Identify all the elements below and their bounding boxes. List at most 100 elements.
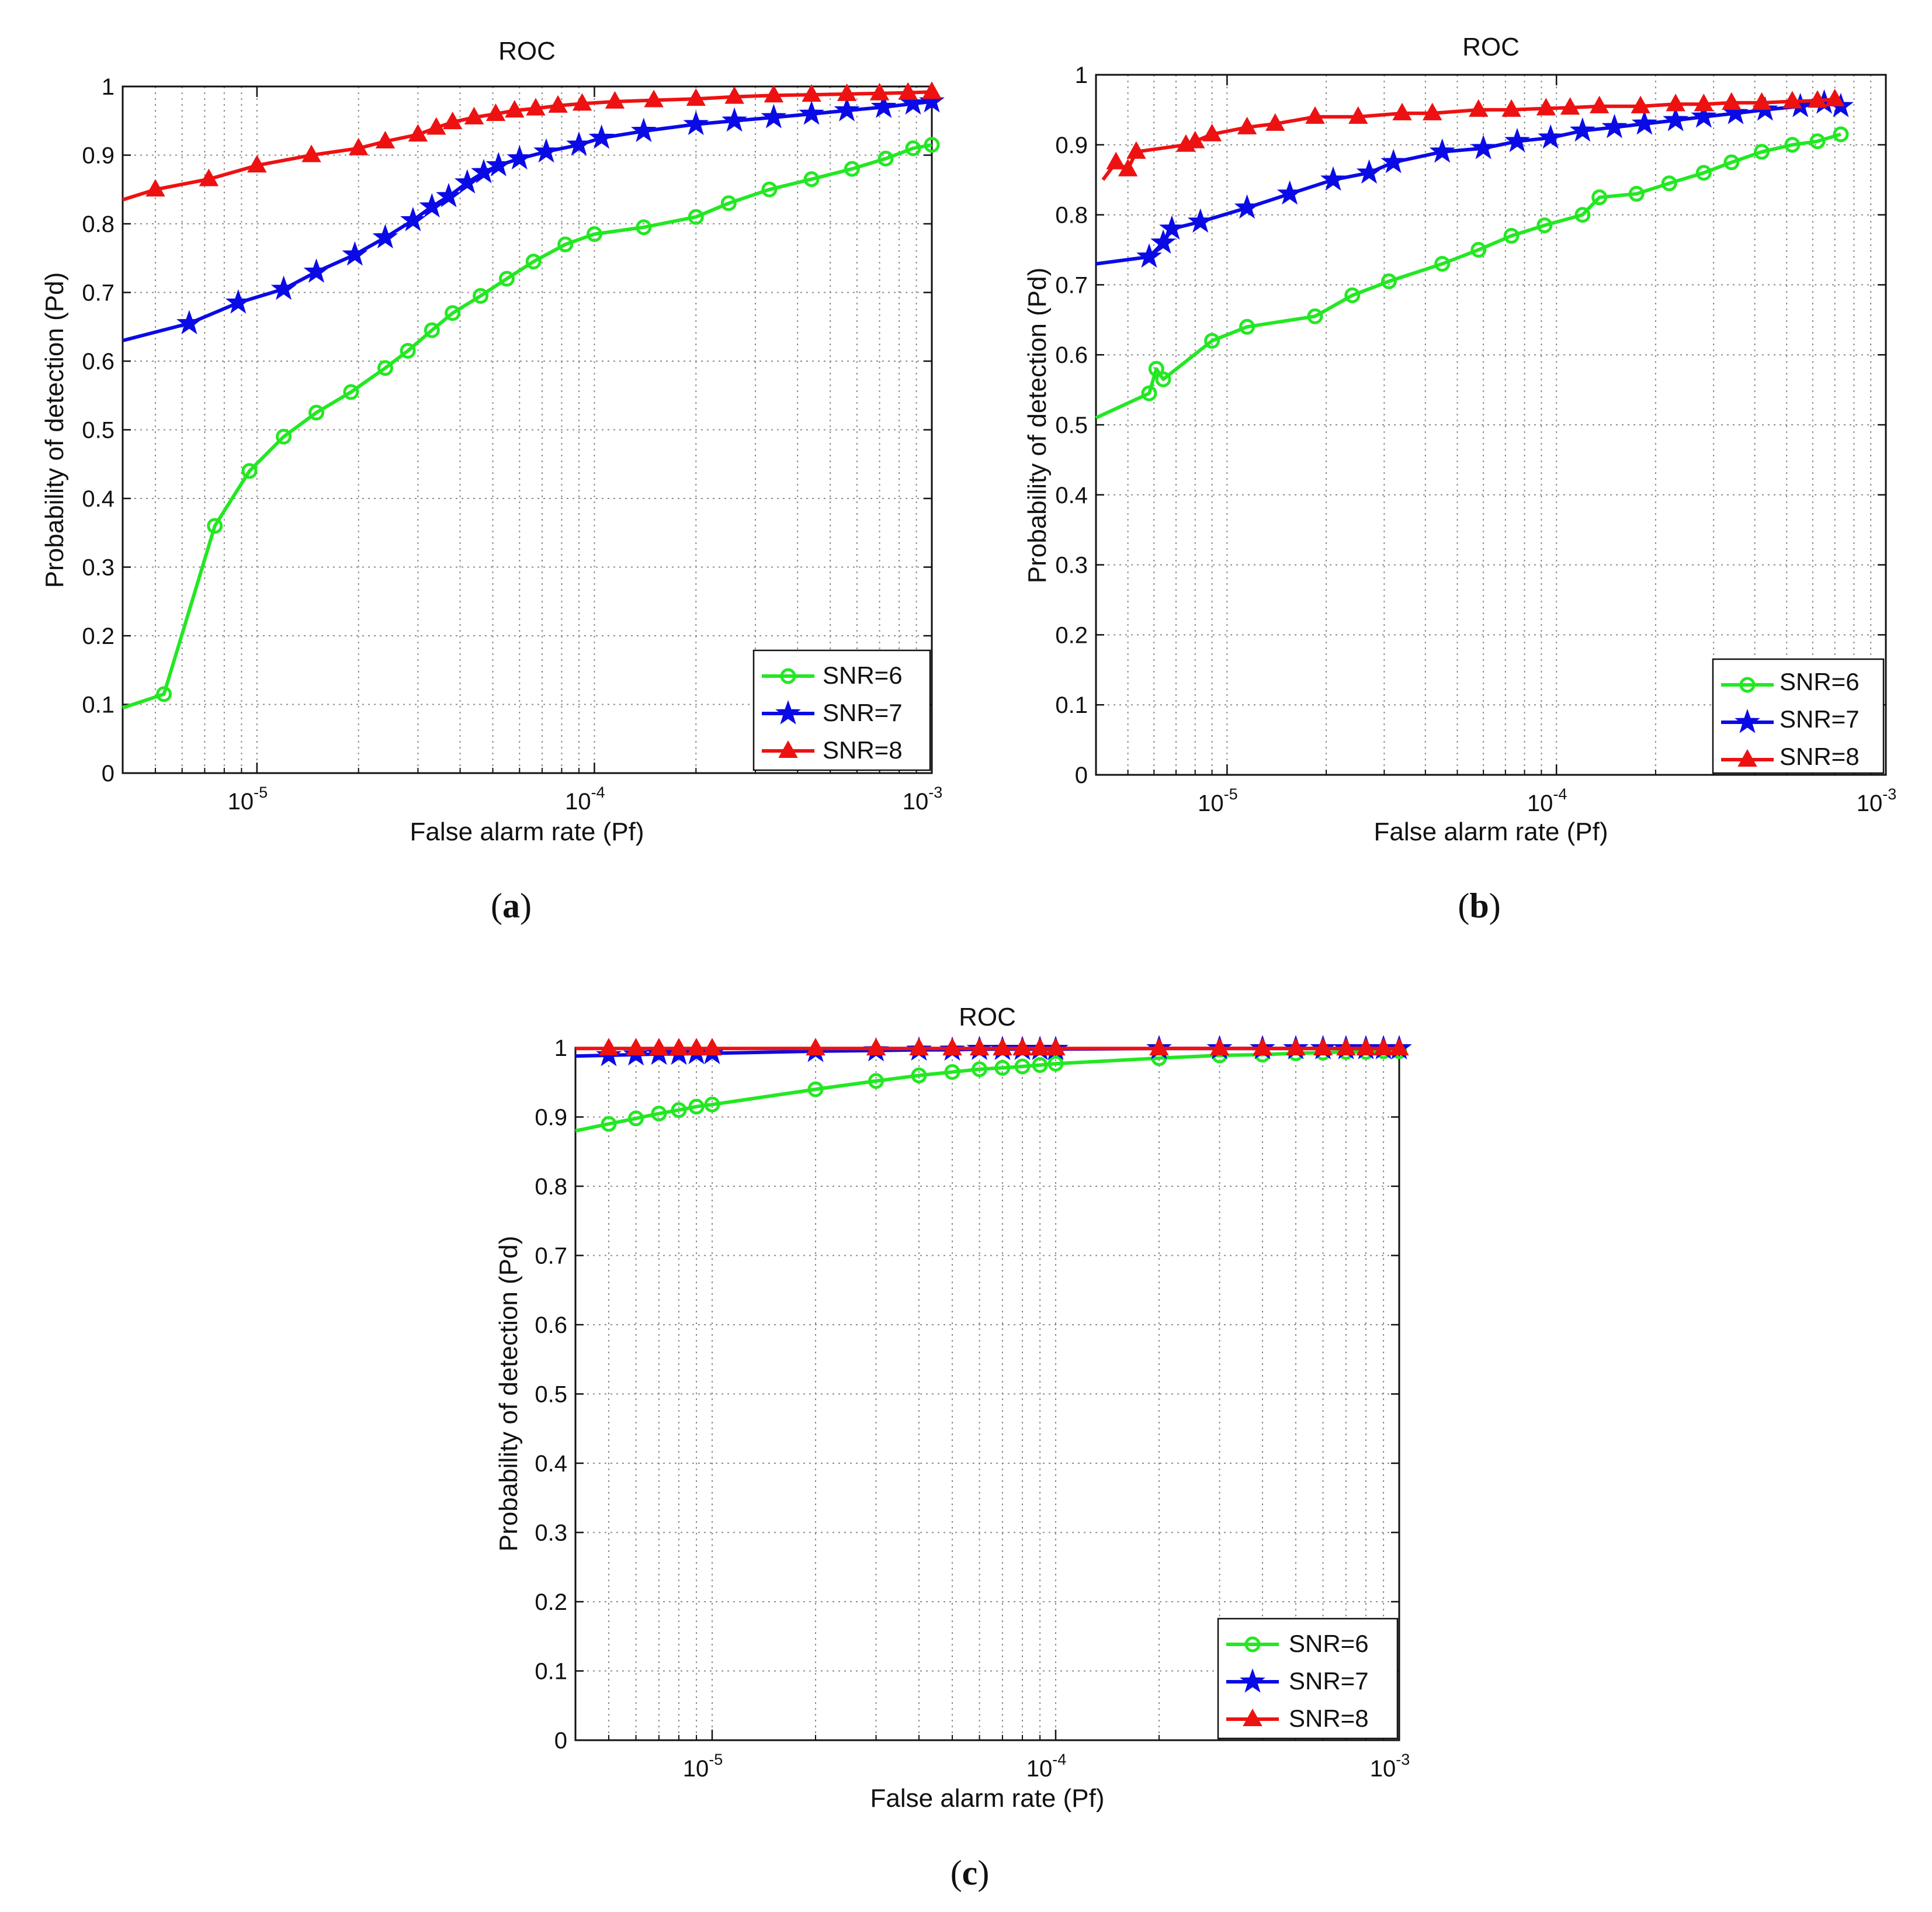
panel-b-xtick-label: 10-4	[1527, 785, 1567, 816]
panel-b-point-snr7	[1631, 110, 1657, 135]
panel-b-y-ticks: 0 0.1 0.2 0.3 0.4 0.5 0.6 0.7 0.8 0.9 1	[1055, 63, 1886, 788]
panel-b-point-snr8	[1106, 151, 1126, 169]
panel-a-point-snr6	[445, 305, 461, 321]
panel-b-legend-marker-snr7	[1735, 708, 1760, 733]
panel-a-point-snr6	[377, 360, 393, 376]
panel-c-xtick-label: 10-3	[1370, 1751, 1410, 1782]
panel-a-caption: (a)	[491, 886, 532, 925]
panel-a-ytick-label: 0.2	[82, 624, 115, 649]
panel-a-ytick-label: 0.1	[82, 692, 115, 718]
panel-c: ROC 00.10.20.30.40.50.60.70.80.91 10-5 10…	[494, 1003, 1412, 1892]
panel-c-caption-letter: c	[962, 1854, 978, 1892]
panel-a-point-snr8	[724, 86, 744, 104]
panel-b-legend-sample-snr7	[1721, 708, 1774, 733]
panel-a-point-snr8	[644, 89, 664, 108]
panel-b-point-snr6	[1155, 371, 1171, 387]
panel-b-point-snr7	[1569, 117, 1595, 142]
panel-c-y-label: Probability of detection (Pd)	[494, 1236, 523, 1552]
panel-c-point-snr6	[807, 1081, 824, 1097]
panel-b-point-snr8	[1666, 93, 1685, 112]
panel-a-legend-entry-snr8: SNR=8	[823, 736, 903, 764]
panel-b-ytick-label: 0.6	[1055, 342, 1088, 368]
panel-a-point-snr7	[225, 289, 251, 314]
panel-b-point-snr7	[1187, 208, 1213, 233]
panel-b-point-snr8	[1825, 88, 1845, 106]
panel-a-point-snr6	[156, 686, 172, 702]
panel-a-legend-entry-snr6: SNR=6	[823, 661, 903, 689]
panel-a-legend-entry-snr7: SNR=7	[823, 699, 903, 726]
panel-a-point-snr8	[485, 103, 506, 121]
panel-a-point-snr7	[533, 138, 559, 163]
panel-b-point-snr7	[1320, 166, 1346, 191]
panel-a-point-snr8	[802, 84, 821, 102]
panel-a-point-snr7	[270, 275, 297, 300]
panel-a-title: ROC	[498, 37, 556, 65]
panel-b-legend-sample-snr6	[1721, 677, 1774, 693]
panel-a-point-snr7	[900, 90, 926, 115]
panel-b-line-snr7	[1095, 101, 1841, 266]
panel-a-point-snr8	[686, 88, 706, 106]
panel-c-point-snr8	[1046, 1038, 1066, 1056]
panel-a-point-snr7	[372, 224, 398, 249]
panel-b-point-snr8	[1348, 106, 1368, 124]
panel-b-legend-sample-snr8	[1721, 749, 1774, 767]
panel-a-point-snr7	[436, 182, 462, 207]
panel-a-line-snr7	[122, 99, 932, 342]
panel-a-point-snr7	[588, 124, 615, 149]
panel-b-point-snr8	[1536, 98, 1556, 116]
panel-c-point-snr8	[669, 1038, 689, 1056]
panel-b-point-snr8	[1694, 93, 1714, 112]
panel-a-legend-sample-snr8	[762, 740, 814, 758]
panel-a-xtick-label: 10-3	[903, 784, 943, 815]
panel-a-point-snr7	[761, 103, 787, 129]
panel-a-point-snr6	[761, 181, 778, 198]
panel-a-ytick-label: 0.9	[82, 143, 115, 169]
panel-a-point-snr6	[473, 288, 489, 304]
panel-a-legend: SNR=6 SNR=7 SNR=8	[752, 649, 931, 771]
panel-b-legend-entry-snr6: SNR=6	[1780, 668, 1860, 695]
panel-c-xtick-label: 10-5	[683, 1751, 723, 1782]
panel-a-y-label: Probability of detection (Pd)	[40, 272, 69, 588]
panel-a-point-snr8	[837, 83, 857, 101]
panel-a-point-snr6	[688, 209, 704, 225]
panel-b-point-snr6	[1695, 165, 1712, 181]
panel-a-xtick-label: 10-4	[565, 784, 605, 815]
panel-c-point-snr6	[1047, 1055, 1064, 1072]
panel-a-point-snr8	[247, 155, 267, 173]
panel-c-ytick-label: 0.4	[535, 1451, 567, 1477]
panel-c-ytick-label: 0.5	[535, 1382, 567, 1408]
panel-c-point-snr6	[868, 1073, 885, 1089]
panel-c-legend-sample-snr6	[1226, 1636, 1279, 1653]
panel-a-point-snr6	[400, 342, 416, 359]
panel-c-point-snr8	[649, 1038, 669, 1056]
panel-b-point-snr6	[1833, 126, 1849, 143]
panel-b-point-snr8	[1501, 99, 1521, 117]
panel-a-point-snr6	[586, 226, 602, 243]
panel-a-point-snr8	[349, 137, 369, 155]
panel-b-point-snr6	[1239, 318, 1255, 335]
panel-a-point-snr7	[566, 131, 592, 156]
panel-b-legend-marker-snr8	[1737, 749, 1757, 767]
panel-c-ytick-label: 0.3	[535, 1520, 567, 1546]
panel-c-ytick-label: 0.2	[535, 1589, 567, 1615]
panel-b-point-snr6	[1503, 228, 1520, 244]
panel-c-point-snr6	[1014, 1058, 1031, 1075]
panel-a-point-snr6	[276, 428, 292, 445]
panel-a-point-snr7	[834, 97, 860, 122]
panel-b-point-snr6	[1381, 273, 1397, 289]
panel-c-point-snr8	[1030, 1038, 1050, 1056]
panel-a-point-snr6	[905, 140, 921, 157]
panel-c-point-snr6	[1032, 1057, 1048, 1073]
panel-a-point-snr6	[557, 236, 574, 252]
panel-a-point-snr6	[924, 137, 940, 153]
panel-a-point-snr6	[207, 518, 223, 534]
panel-a-point-snr7	[799, 100, 824, 125]
panel-a-series	[122, 81, 945, 710]
panel-c-point-snr8	[1373, 1038, 1393, 1056]
panel-c-point-snr8	[1313, 1038, 1333, 1056]
panel-c-ytick-label: 0.1	[535, 1659, 567, 1685]
panel-a-ytick-label: 0.7	[82, 280, 115, 306]
panel-b-xtick-label: 10-3	[1857, 785, 1897, 816]
panel-c-point-snr6	[994, 1059, 1011, 1076]
